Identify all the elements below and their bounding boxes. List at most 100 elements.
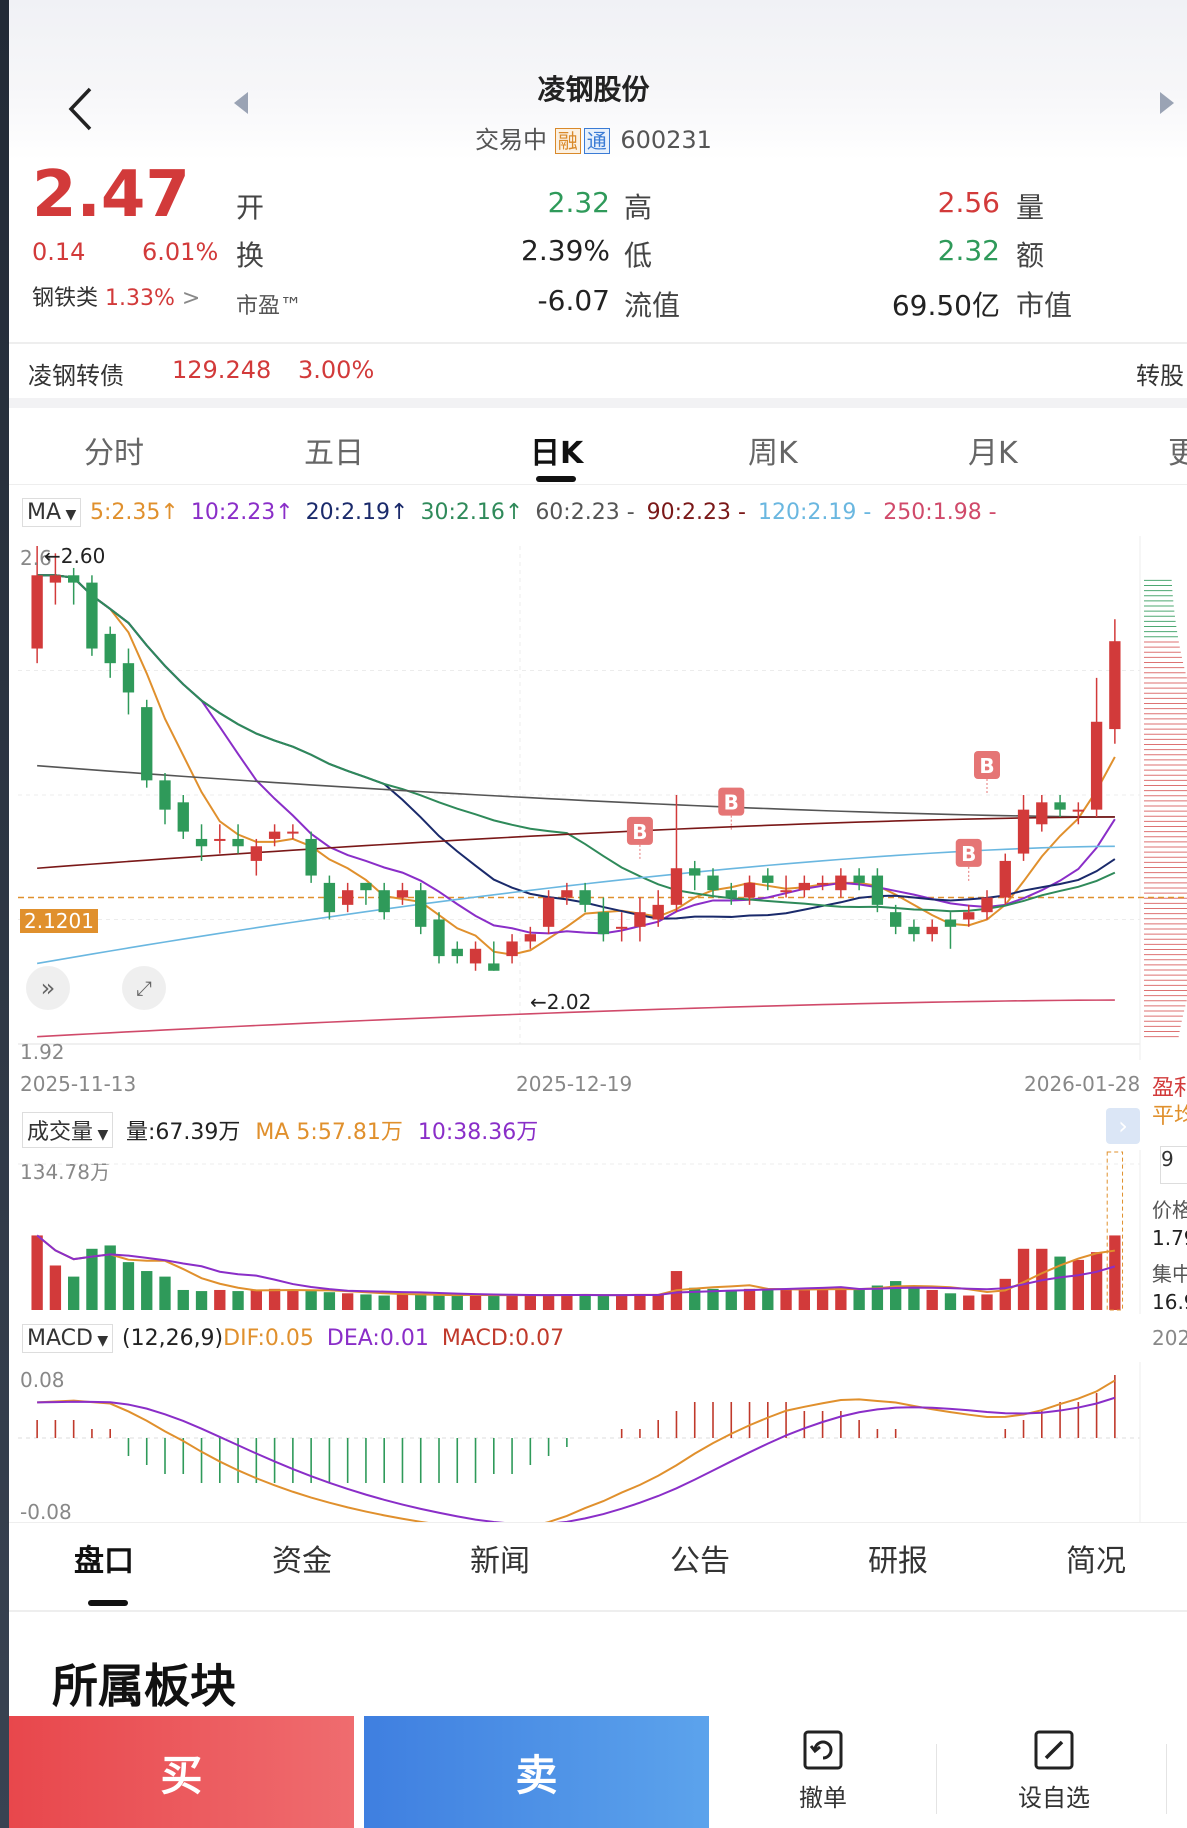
candle-body xyxy=(506,941,518,957)
tab-more[interactable]: 更 xyxy=(1168,436,1187,471)
candle-body xyxy=(652,904,664,920)
candle-body xyxy=(287,831,299,834)
candle-body xyxy=(469,948,482,964)
candle-body xyxy=(908,926,920,935)
volume-bar xyxy=(561,1294,573,1310)
candle-body xyxy=(1036,802,1048,825)
bond-price: 129.248 xyxy=(172,356,272,384)
fullscreen-icon[interactable]: ⤢ xyxy=(122,966,166,1010)
candle-body xyxy=(944,919,957,927)
volume-bar xyxy=(195,1291,208,1310)
back-button[interactable] xyxy=(66,86,94,136)
tab-announcements[interactable]: 公告 xyxy=(670,1544,730,1579)
ma10-line xyxy=(37,574,1116,935)
volume-bar xyxy=(488,1295,500,1310)
convert-link[interactable]: 转股 xyxy=(1136,362,1184,390)
tab-funds[interactable]: 资金 xyxy=(272,1544,332,1579)
candle-body xyxy=(999,860,1011,898)
tab-orderbook[interactable]: 盘口 xyxy=(74,1544,134,1579)
chip-price-value: 1.79 xyxy=(1152,1226,1187,1250)
next-stock-button[interactable] xyxy=(1160,92,1174,118)
add-watchlist-button[interactable]: 设自选 xyxy=(1004,1728,1104,1813)
candle-body xyxy=(561,890,573,898)
tab-monthly-k[interactable]: 月K xyxy=(968,436,1018,471)
high-value: 2.56 xyxy=(937,186,1000,219)
volume-bar xyxy=(433,1295,445,1310)
caret-down-icon: ▼ xyxy=(92,1333,109,1349)
candle-body xyxy=(963,912,975,920)
tab-weekly-k[interactable]: 周K xyxy=(748,436,798,471)
date-end: 2026-01-28 xyxy=(1024,1072,1141,1096)
volume-bar xyxy=(104,1245,116,1310)
kline-chart[interactable]: B B B B xyxy=(0,536,1187,1060)
tab-daily-k[interactable]: 日K xyxy=(530,436,584,471)
current-bar-highlight xyxy=(1106,1151,1124,1311)
divider xyxy=(1166,1744,1167,1814)
divider xyxy=(9,1610,1187,1612)
ma-label: MA xyxy=(27,500,62,525)
prev-stock-button[interactable] xyxy=(234,92,248,118)
buy-button[interactable]: 买 xyxy=(9,1716,354,1828)
macd-selector[interactable]: MACD ▼ xyxy=(22,1324,114,1353)
volume-bar xyxy=(762,1288,774,1310)
mcap-label: 市值 xyxy=(1016,289,1073,322)
volume-bar xyxy=(1072,1259,1084,1310)
volume-bar xyxy=(250,1289,262,1310)
triangle-right-icon xyxy=(1160,92,1174,114)
connect-badge: 通 xyxy=(583,128,610,154)
volume-bar xyxy=(908,1286,920,1310)
panel-expand-button[interactable]: › xyxy=(1106,1108,1140,1144)
volume-bar xyxy=(634,1294,646,1310)
tab-profile[interactable]: 简况 xyxy=(1066,1544,1126,1579)
candle-body xyxy=(1090,721,1103,810)
candle-body xyxy=(1017,809,1030,854)
undo-document-icon xyxy=(803,1730,843,1770)
candle-body xyxy=(268,831,281,839)
chip-concentration-label: 集中 xyxy=(1152,1262,1187,1286)
stock-subtitle: 交易中 融通 600231 xyxy=(0,120,1187,155)
section-gap xyxy=(9,398,1187,408)
sector-link[interactable]: 钢铁类 1.33% > xyxy=(32,280,200,312)
low-label: 低 xyxy=(624,239,653,272)
candle-body xyxy=(122,663,135,693)
chip-period-input[interactable]: 9 xyxy=(1160,1146,1187,1184)
macd-dea: DEA:0.01 xyxy=(326,1326,429,1351)
volume-bar xyxy=(342,1293,354,1310)
candle-body xyxy=(378,890,390,913)
volume-bar xyxy=(287,1289,299,1310)
tab-news[interactable]: 新闻 xyxy=(470,1544,530,1579)
triangle-left-icon xyxy=(234,92,248,114)
volume-selector[interactable]: 成交量 ▼ xyxy=(22,1112,114,1148)
sector-name: 钢铁类 xyxy=(32,286,99,311)
volume-ma5: MA 5:57.81万 xyxy=(255,1120,403,1145)
ma-selector[interactable]: MA ▼ xyxy=(22,498,82,527)
tab-research[interactable]: 研报 xyxy=(868,1544,928,1579)
volume-bar xyxy=(177,1289,189,1310)
volume-bar xyxy=(944,1293,957,1310)
volume-label: 量 xyxy=(1016,191,1045,224)
ma120-line xyxy=(36,845,1115,965)
macd-dif: DIF:0.05 xyxy=(223,1326,314,1351)
volume-bar xyxy=(725,1289,737,1310)
sector-pct: 1.33% xyxy=(105,286,175,311)
tab-five-day[interactable]: 五日 xyxy=(304,436,364,471)
tab-intraday[interactable]: 分时 xyxy=(84,436,144,471)
ma-values: 5:2.35↑ 10:2.23↑ 20:2.19↑ 30:2.16↑ 60:2.23 -… xyxy=(90,500,1009,525)
volume-bar xyxy=(871,1285,884,1310)
volume-bar xyxy=(524,1295,536,1310)
macd-dif-line xyxy=(37,1379,1116,1522)
bond-name[interactable]: 凌钢转债 xyxy=(28,362,124,390)
expand-chevrons-icon[interactable]: » xyxy=(26,966,70,1010)
sell-button[interactable]: 卖 xyxy=(364,1716,709,1828)
divider xyxy=(9,342,1187,344)
volume-bar xyxy=(305,1291,317,1310)
reference-price-label: 2.1201 xyxy=(20,909,98,933)
candle-body xyxy=(871,875,884,905)
candle-body xyxy=(670,868,683,905)
candle-body xyxy=(762,875,774,883)
candle-body xyxy=(1109,641,1121,730)
cancel-order-button[interactable]: 撤单 xyxy=(778,1728,868,1813)
margin-badge: 融 xyxy=(554,128,581,154)
candle-body xyxy=(579,890,591,905)
macd-chart xyxy=(18,1362,1141,1522)
